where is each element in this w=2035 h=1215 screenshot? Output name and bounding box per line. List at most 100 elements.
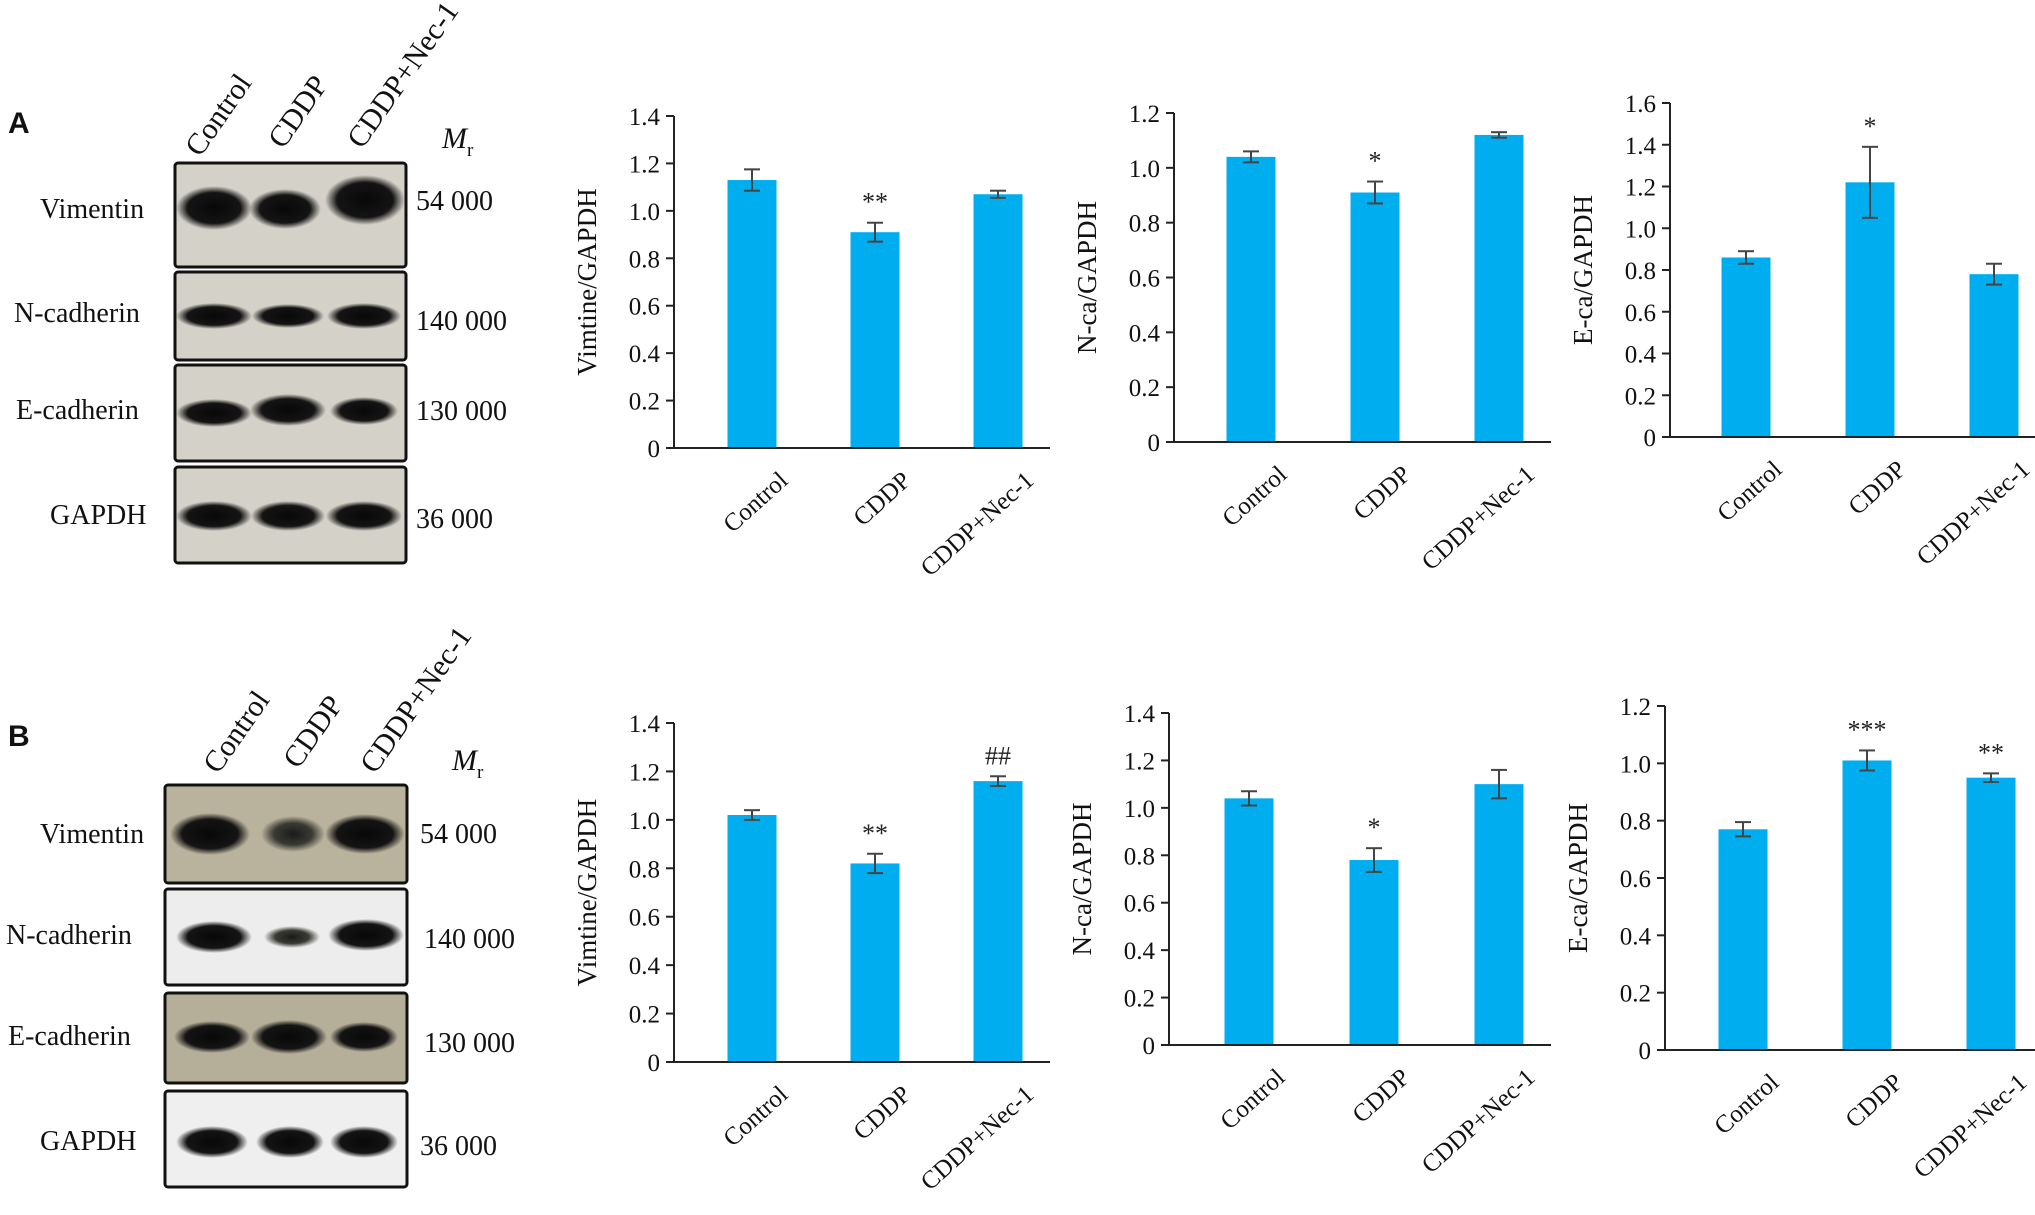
bar-control — [727, 180, 777, 448]
x-tick-label-control: Control — [718, 1081, 793, 1152]
bar-chart-a-1: Control ** CDDP CDDP+Nec-1 0 0.2 0.4 0.6 0.8 1.0 1… — [572, 104, 1050, 582]
bar-control — [1718, 829, 1768, 1050]
bar-cddp — [1349, 860, 1399, 1045]
protein-label-e-cadherin: E-cadherin — [8, 1021, 131, 1052]
x-tick-label-cddp-nec-1: CDDP+Nec-1 — [916, 467, 1039, 582]
band-ecad-cddp-nec1 — [330, 397, 398, 425]
y-tick-label: 0.6 — [629, 294, 660, 321]
y-tick-label: 0.2 — [629, 1002, 660, 1029]
bar-chart-a-2: Control * CDDP CDDP+Nec-1 0 0.2 0.4 0.6 0.8 1.0 1.… — [1072, 101, 1551, 576]
y-tick-label: 0 — [1148, 430, 1161, 457]
y-tick-label: 0.8 — [629, 856, 660, 883]
panel-letter-b: B — [8, 720, 30, 753]
mw-label-gapdh: 36 000 — [416, 504, 493, 535]
significance-mark-cddp: * — [1369, 147, 1382, 176]
band-vimentin-cddp — [261, 816, 325, 852]
y-tick-label: 1.2 — [1129, 101, 1160, 128]
x-tick-label-control: Control — [1709, 1069, 1784, 1140]
y-tick-label: 0.6 — [629, 905, 660, 932]
y-tick-label: 1.2 — [629, 759, 660, 786]
y-tick-label: 0 — [1639, 1038, 1652, 1065]
band-vimentin-cddp — [249, 189, 321, 229]
y-tick-label: 0.6 — [1620, 866, 1651, 893]
bar-cddp-nec-1 — [1474, 784, 1524, 1045]
bar-cddp — [850, 863, 900, 1062]
y-tick-label: 0.8 — [1124, 843, 1155, 870]
band-ncad-cddp-nec1 — [328, 919, 404, 951]
y-tick-label: 1.4 — [629, 711, 661, 738]
y-tick-label: 1.0 — [1129, 156, 1160, 183]
x-tick-label-cddp: CDDP — [1844, 456, 1912, 521]
x-tick-label-cddp: CDDP — [849, 1081, 917, 1146]
x-tick-label-cddp-nec-1: CDDP+Nec-1 — [1909, 1069, 2032, 1184]
y-tick-label: 1.0 — [1620, 751, 1651, 778]
bar-charts: Control**CDDP CDDP+Nec-100.20.40.60.81.01… — [572, 91, 2035, 1196]
band-gapdh-cddp — [251, 501, 325, 531]
x-tick-label-cddp: CDDP — [849, 467, 917, 532]
lane-label-cddp: CDDP — [262, 70, 335, 154]
y-tick-label: 0.2 — [1620, 981, 1651, 1008]
band-gapdh-cddp — [256, 1126, 324, 1158]
band-ecad-control — [174, 1021, 250, 1053]
mw-label-vimentin: 54 000 — [420, 819, 497, 850]
band-ncad-cddp — [264, 926, 320, 948]
x-tick-label-cddp: CDDP — [1348, 1064, 1416, 1129]
bar-cddp-nec-1 — [1969, 274, 2019, 437]
y-tick-label: 1.0 — [1124, 796, 1155, 823]
bar-cddp-nec-1 — [1474, 134, 1524, 442]
y-tick-label: 1.2 — [1124, 748, 1155, 775]
band-ecad-cddp-nec1 — [330, 1022, 398, 1052]
y-tick-label: 0.4 — [1620, 923, 1652, 950]
significance-mark-cddp-nec-1: ## — [985, 741, 1011, 770]
band-ncad-cddp-nec1 — [327, 303, 401, 329]
y-tick-label: 0.2 — [1124, 986, 1155, 1013]
panel-letter-a: A — [8, 107, 30, 140]
y-tick-label: 1.0 — [1625, 216, 1656, 243]
y-tick-label: 1.0 — [629, 808, 660, 835]
y-tick-label: 0.2 — [1625, 383, 1656, 410]
band-gapdh-control — [176, 501, 252, 531]
y-tick-label: 1.0 — [629, 199, 660, 226]
x-tick-label-control: Control — [1217, 461, 1292, 532]
band-vimentin-control — [170, 813, 250, 855]
y-axis-title: Vimtine/GAPDH — [572, 799, 602, 986]
y-tick-label: 1.2 — [1620, 694, 1651, 721]
x-tick-label-cddp-nec-1: CDDP+Nec-1 — [1417, 461, 1540, 576]
bar-cddp-nec-1 — [973, 194, 1023, 448]
band-ncad-control — [176, 921, 252, 953]
mr-label: Mr — [451, 744, 484, 783]
mw-label-e-cadherin: 130 000 — [416, 396, 507, 427]
significance-mark-cddp: ** — [862, 188, 888, 217]
lane-label-cddp: CDDP — [277, 690, 350, 774]
y-axis-title: N-ca/GAPDH — [1067, 803, 1097, 956]
x-tick-label-cddp-nec-1: CDDP+Nec-1 — [1417, 1064, 1540, 1179]
significance-mark-cddp: * — [1368, 813, 1381, 842]
bar-control — [727, 815, 777, 1062]
y-axis-title: E-ca/GAPDH — [1568, 195, 1598, 345]
y-tick-label: 0.6 — [1124, 891, 1155, 918]
x-tick-label-cddp: CDDP — [1841, 1069, 1909, 1134]
y-tick-label: 0 — [648, 436, 661, 463]
x-tick-label-cddp-nec-1: CDDP+Nec-1 — [1912, 456, 2035, 571]
protein-label-gapdh: GAPDH — [40, 1126, 136, 1157]
band-ecad-cddp — [251, 1020, 327, 1054]
bar-control — [1721, 257, 1771, 437]
y-tick-label: 0 — [1143, 1033, 1156, 1060]
bar-chart-b-1: Control ** CDDP ## CDDP+Nec-1 0 0.2 0.4 0.6 0.8 1.… — [572, 711, 1050, 1196]
protein-label-gapdh: GAPDH — [50, 500, 146, 531]
bar-chart-a-3: Control * CDDP CDDP+Nec-1 0 0.2 0.4 0.6 0.8 1.0 1.… — [1568, 91, 2035, 571]
y-tick-label: 0.2 — [629, 389, 660, 416]
x-tick-label-cddp-nec-1: CDDP+Nec-1 — [916, 1081, 1039, 1196]
western-blot-a: Control CDDP CDDP+Nec-1 Mr Vimentin 54 0… — [14, 0, 507, 565]
protein-label-vimentin: Vimentin — [40, 819, 144, 850]
mr-label: Mr — [441, 122, 474, 161]
y-tick-label: 0.4 — [1129, 320, 1161, 347]
y-tick-label: 1.4 — [1625, 133, 1657, 160]
y-tick-label: 1.4 — [629, 104, 661, 131]
mw-label-e-cadherin: 130 000 — [424, 1028, 515, 1059]
y-tick-label: 0.8 — [1129, 211, 1160, 238]
bar-chart-b-2: Control * CDDP CDDP+Nec-1 0 0.2 0.4 0.6 0.8 1.0 1.… — [1067, 701, 1551, 1179]
bar-control — [1226, 156, 1276, 442]
x-tick-label-cddp: CDDP — [1349, 461, 1417, 526]
